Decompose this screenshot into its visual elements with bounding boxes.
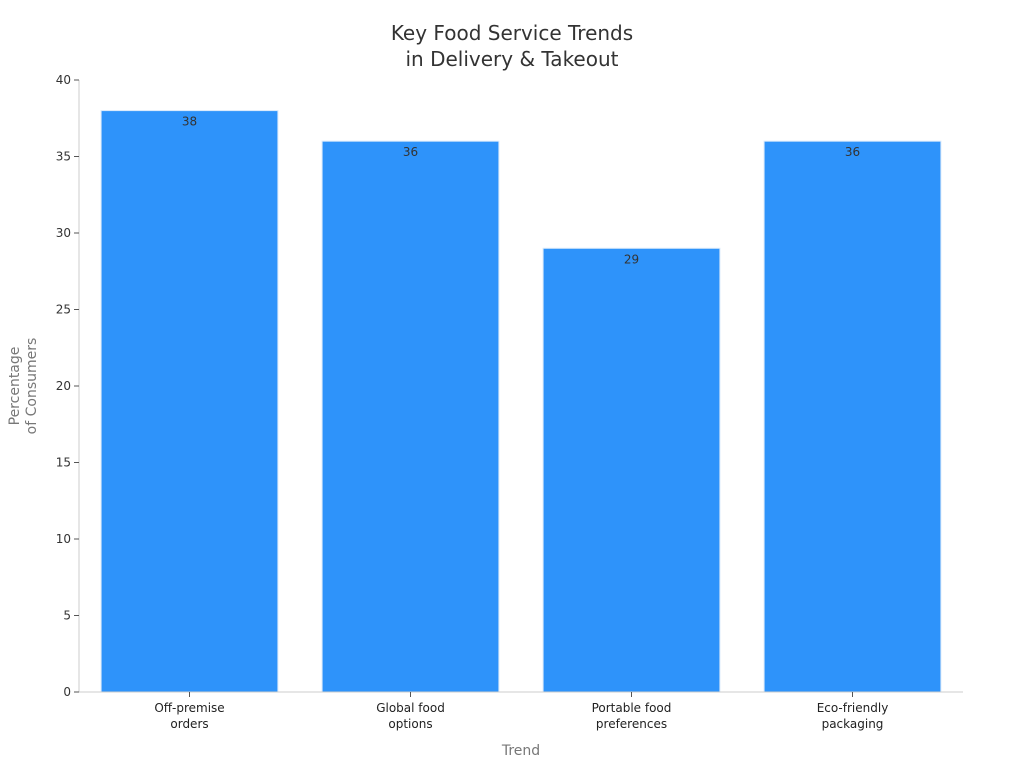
x-tick-label-1-line-0: Global food (376, 701, 445, 715)
x-tick-label-0-line-0: Off-premise (154, 701, 224, 715)
x-tick-label-2: Portable food preferences (592, 701, 672, 731)
y-tick-label-4: 20 (56, 379, 71, 393)
x-tick-label-3-line-1: packaging (822, 717, 884, 731)
bar-0 (100, 110, 279, 693)
bar-1 (321, 140, 500, 693)
x-tick-label-1-line-1: options (388, 717, 432, 731)
data-label-3: 36 (845, 145, 860, 159)
y-tick-label-2: 10 (56, 532, 71, 546)
y-axis: 0 5 10 15 20 25 30 35 40 (56, 73, 80, 699)
y-axis-title: Percentage of Consumers (7, 338, 40, 435)
x-tick-label-1: Global food options (376, 701, 445, 731)
y-axis-title-line-1: Percentage (7, 347, 23, 426)
bar-3 (763, 140, 942, 693)
chart-title: Key Food Service Trends in Delivery & Ta… (391, 21, 633, 71)
x-tick-label-0: Off-premise orders (154, 701, 224, 731)
y-tick-label-7: 35 (56, 150, 71, 164)
y-tick-label-1: 5 (63, 609, 71, 623)
y-tick-label-8: 40 (56, 73, 71, 87)
data-label-2: 29 (624, 252, 639, 266)
x-tick-label-3-line-0: Eco-friendly (817, 701, 889, 715)
bars-layer: 38 36 29 36 (100, 110, 942, 693)
chart-title-line-1: Key Food Service Trends (391, 21, 633, 45)
bar-2 (542, 247, 721, 693)
y-tick-label-0: 0 (63, 685, 71, 699)
data-label-0: 38 (182, 115, 197, 129)
x-tick-label-2-line-0: Portable food (592, 701, 672, 715)
x-tick-label-0-line-1: orders (170, 717, 208, 731)
x-axis-title: Trend (501, 743, 540, 759)
x-axis: Off-premise orders Global food options Porta… (79, 691, 963, 731)
x-tick-label-3: Eco-friendly packaging (817, 701, 889, 731)
y-tick-label-6: 30 (56, 226, 71, 240)
data-label-1: 36 (403, 145, 418, 159)
y-axis-title-line-2: of Consumers (24, 338, 40, 435)
y-tick-label-3: 15 (56, 456, 71, 470)
chart-title-line-2: in Delivery & Takeout (405, 47, 618, 71)
x-tick-label-2-line-1: preferences (596, 717, 667, 731)
y-tick-label-5: 25 (56, 303, 71, 317)
